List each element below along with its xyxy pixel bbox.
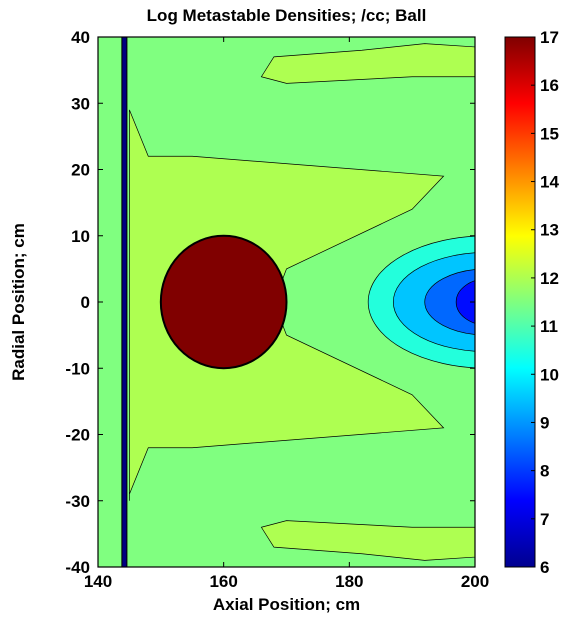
y-tick-label: -20 <box>65 426 90 445</box>
plot-area <box>98 37 475 567</box>
x-tick-label: 160 <box>209 572 237 591</box>
region-right-depletion-inner <box>424 269 475 335</box>
x-tick-label: 140 <box>84 572 112 591</box>
colorbar-tick-label: 6 <box>540 558 549 577</box>
colorbar-tick-label: 15 <box>540 124 559 143</box>
y-tick-label: 40 <box>71 28 90 47</box>
colorbar-ticks: 17 16 15 14 13 12 11 10 9 8 7 6 <box>531 28 559 577</box>
y-tick-label: -40 <box>65 558 90 577</box>
colorbar <box>504 36 536 568</box>
y-tick-label: 10 <box>71 227 90 246</box>
x-tick-label: 180 <box>335 572 363 591</box>
colorbar-tick-label: 12 <box>540 269 559 288</box>
colorbar-tick-label: 10 <box>540 365 559 384</box>
y-axis-label: Radial Position; cm <box>9 223 28 381</box>
colorbar-tick-label: 13 <box>540 221 559 240</box>
y-tick-label: 30 <box>71 94 90 113</box>
x-axis-label: Axial Position; cm <box>213 595 360 614</box>
region-ball <box>159 234 288 370</box>
y-axis: 40 30 20 10 0 -10 -20 -30 -40 <box>65 28 475 577</box>
y-tick-label: 0 <box>81 293 90 312</box>
colorbar-tick-label: 14 <box>540 173 559 192</box>
colorbar-tick-label: 9 <box>540 413 549 432</box>
colorbar-tick-label: 16 <box>540 76 559 95</box>
region-left-wall <box>121 37 128 567</box>
y-tick-label: 20 <box>71 161 90 180</box>
colorbar-tick-label: 7 <box>540 510 549 529</box>
x-tick-label: 200 <box>461 572 489 591</box>
x-axis: 140 160 180 200 <box>84 37 489 591</box>
chart-title: Log Metastable Densities; /cc; Ball <box>147 6 427 25</box>
region-upper-band <box>260 43 475 84</box>
region-lower-band <box>260 520 475 561</box>
y-tick-label: -30 <box>65 492 90 511</box>
y-tick-label: -10 <box>65 359 90 378</box>
colorbar-tick-label: 11 <box>540 317 558 336</box>
colorbar-tick-label: 8 <box>540 462 549 481</box>
colorbar-tick-label: 17 <box>540 28 559 47</box>
region-right-depletion-core <box>455 280 475 324</box>
